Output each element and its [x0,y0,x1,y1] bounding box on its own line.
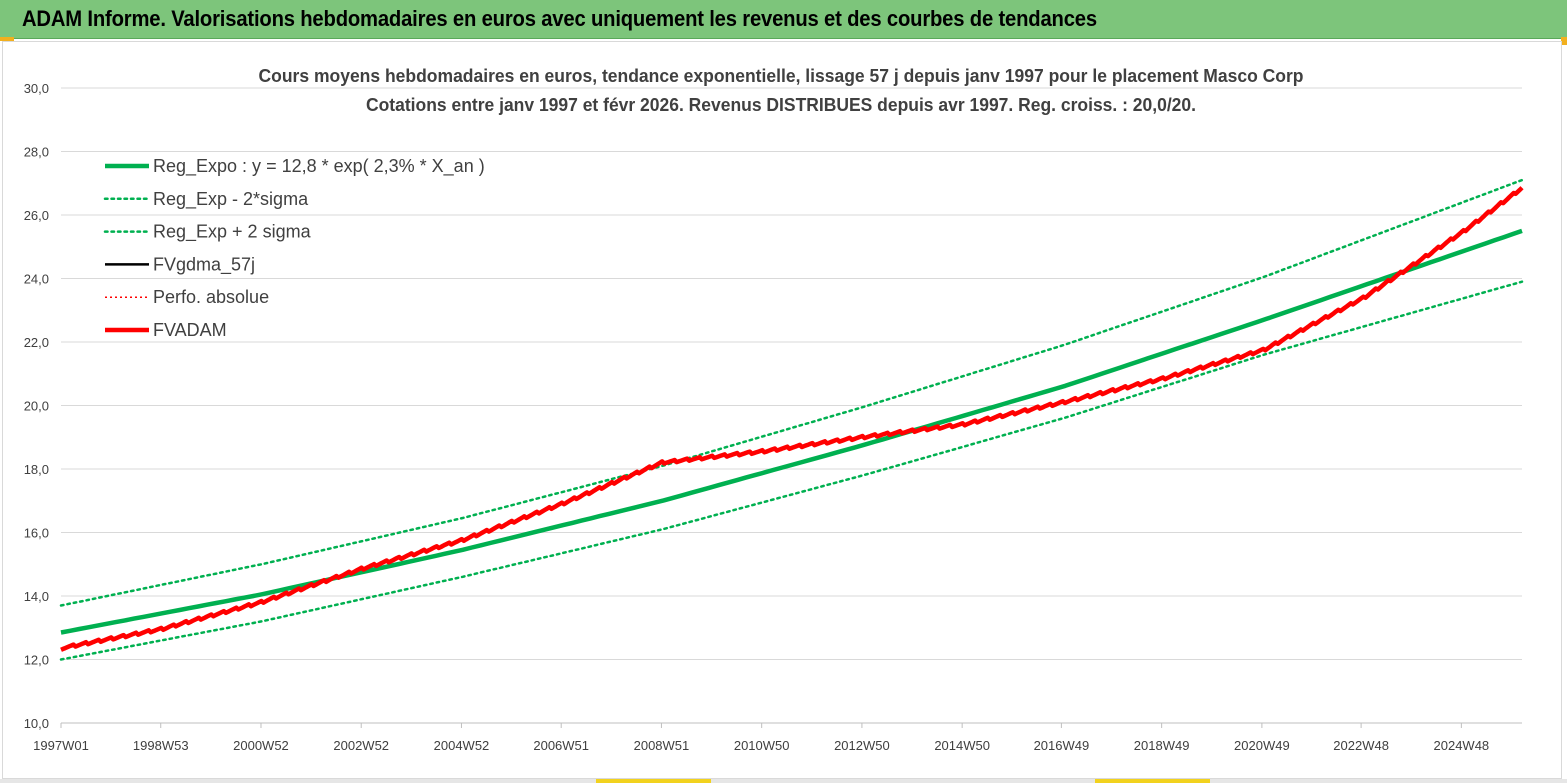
chart-title-line-1: Cours moyens hebdomadaires en euros, ten… [259,66,1304,86]
y-tick-label: 12,0 [24,653,49,668]
y-tick-label: 30,0 [24,81,49,96]
legend-label: FVADAM [153,320,227,340]
x-tick-label: 2002W52 [333,738,389,753]
page-title: ADAM Informe. Valorisations hebdomadaire… [22,6,1097,31]
y-tick-label: 28,0 [24,145,49,160]
bottom-accent [1095,779,1210,783]
bottom-strip [0,779,1567,783]
y-tick-label: 22,0 [24,335,49,350]
header-accent-left [0,37,14,41]
x-tick-label: 2004W52 [434,738,490,753]
legend-label: Reg_Exp - 2*sigma [153,189,309,210]
chart-legend: Reg_Expo : y = 12,8 * exp( 2,3% * X_an )… [103,156,485,340]
series-line [60,228,1523,635]
chart-area: 10,0 12,0 14,0 16,0 18,0 20,0 22,0 24,0 26,0 28,0… [2,41,1562,779]
x-tick-label: 2006W51 [533,738,589,753]
chart-series [59,178,1524,661]
chart-axes: 10,0 12,0 14,0 16,0 18,0 20,0 22,0 24,0 26,0 28,0… [24,81,1522,753]
y-tick-label: 16,0 [24,526,49,541]
x-tick-label: 2014W50 [934,738,990,753]
x-tick-label: 2000W52 [233,738,289,753]
x-tick-label: 1997W01 [33,738,89,753]
legend-label: Reg_Exp + 2 sigma [153,222,312,243]
legend-label: Perfo. absolue [153,287,269,307]
legend-label: Reg_Expo : y = 12,8 * exp( 2,3% * X_an ) [153,156,485,177]
header-accent-right [1561,37,1567,45]
y-tick-label: 18,0 [24,462,49,477]
y-tick-label: 10,0 [24,716,49,731]
series-line [59,178,1524,607]
x-tick-label: 2022W48 [1333,738,1389,753]
x-tick-label: 2016W49 [1034,738,1090,753]
x-tick-label: 2020W49 [1234,738,1290,753]
header-bar: ADAM Informe. Valorisations hebdomadaire… [0,0,1567,39]
x-tick-label: 2012W50 [834,738,890,753]
x-tick-label: 2008W51 [634,738,690,753]
series-line [59,280,1524,661]
y-tick-label: 26,0 [24,208,49,223]
chart-grid [61,87,1522,724]
y-tick-label: 24,0 [24,272,49,287]
chart-svg: 10,0 12,0 14,0 16,0 18,0 20,0 22,0 24,0 26,0 28,0… [24,66,1524,753]
x-tick-label: 2010W50 [734,738,790,753]
legend-label: FVgdma_57j [153,254,255,275]
chart-title-line-2: Cotations entre janv 1997 et févr 2026. … [366,95,1196,115]
series-line [60,186,1524,652]
x-tick-label: 1998W53 [133,738,189,753]
y-tick-label: 20,0 [24,399,49,414]
chart-title: Cours moyens hebdomadaires en euros, ten… [259,66,1304,115]
x-tick-label: 2024W48 [1434,738,1490,753]
y-tick-label: 14,0 [24,589,49,604]
x-tick-label: 2018W49 [1134,738,1190,753]
bottom-accent [596,779,711,783]
